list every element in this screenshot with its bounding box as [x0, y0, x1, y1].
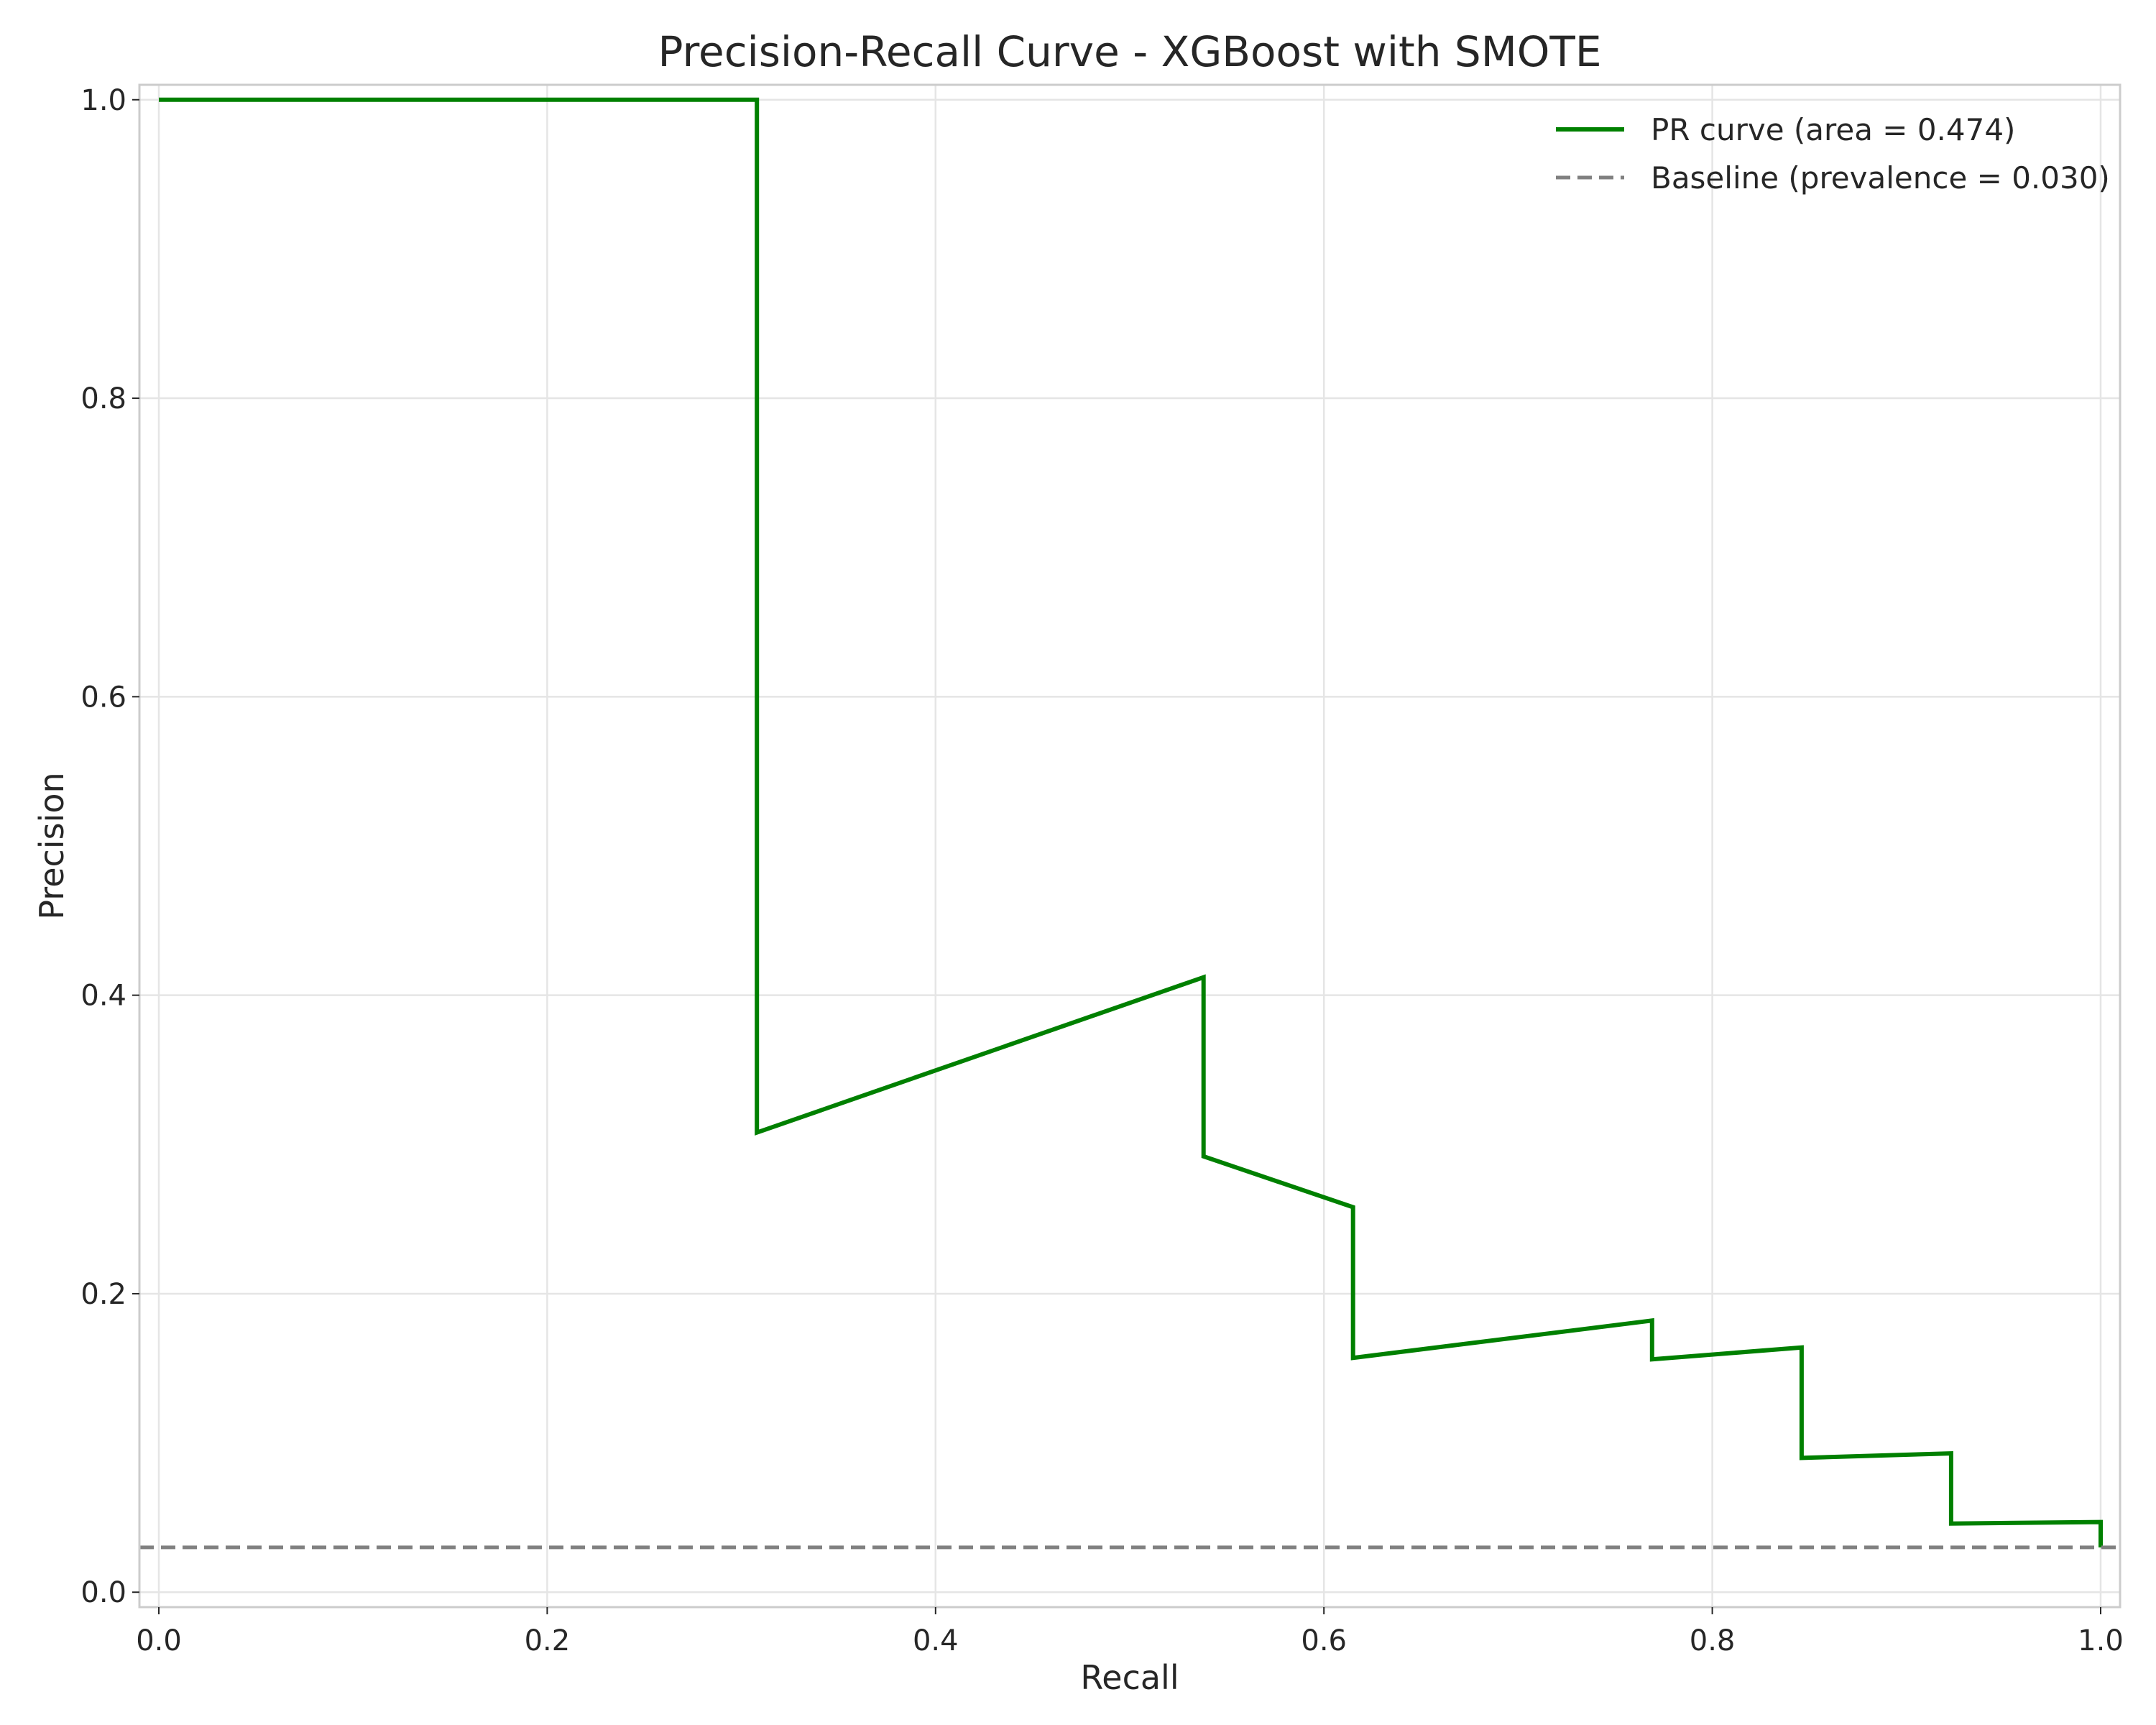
legend-label-pr-curve: PR curve (area = 0.474) [1651, 112, 2015, 147]
x-tick-label: 0.4 [913, 1624, 959, 1657]
plot-area [139, 97, 2120, 1550]
x-axis-label: Recall [1080, 1658, 1179, 1697]
chart-title: Precision-Recall Curve - XGBoost with SM… [658, 27, 1601, 76]
y-tick-label: 0.2 [80, 1278, 126, 1311]
legend: PR curve (area = 0.474) Baseline (preval… [1556, 112, 2110, 196]
y-tick-label: 0.4 [80, 980, 126, 1013]
plot-frame [138, 83, 2122, 1609]
y-axis-label: Precision [32, 772, 71, 919]
x-tick-label: 0.6 [1301, 1624, 1347, 1657]
x-tick-label: 0.8 [1690, 1624, 1736, 1657]
y-tick-label: 1.0 [80, 84, 126, 117]
x-tick-label: 0.0 [136, 1624, 182, 1657]
x-tick-label: 1.0 [2078, 1624, 2124, 1657]
y-tick-label: 0.8 [80, 382, 126, 415]
y-tick-label: 0.0 [80, 1576, 126, 1609]
pr-curve-line [159, 97, 2103, 1547]
legend-label-baseline: Baseline (prevalence = 0.030) [1651, 160, 2110, 196]
x-tick-label: 0.2 [525, 1624, 571, 1657]
y-tick-label: 0.6 [80, 681, 126, 714]
axis-ticks: 0.0 0.2 0.4 0.6 0.8 1.0 0.0 0.2 0.4 0.6 0.8 1.0 [80, 84, 2123, 1657]
